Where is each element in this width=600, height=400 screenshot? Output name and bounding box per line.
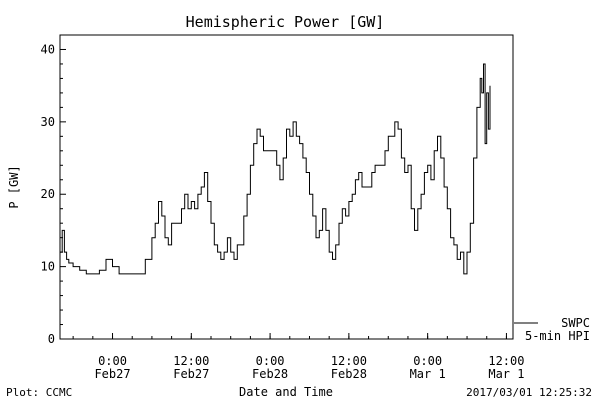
x-tick-time-label: 12:00 — [331, 354, 367, 368]
legend-label-line-2: 5-min HPI — [525, 329, 590, 343]
x-tick-time-label: 12:00 — [173, 354, 209, 368]
footer-timestamp: 2017/03/01 12:25:32 — [466, 386, 592, 399]
x-tick-time-label: 0:00 — [413, 354, 442, 368]
y-tick-label: 20 — [41, 187, 55, 201]
x-tick-date-label: Feb27 — [94, 367, 130, 381]
x-axis-label: Date and Time — [239, 385, 333, 399]
series-layer — [60, 63, 491, 275]
x-tick-date-label: Feb28 — [252, 367, 288, 381]
x-tick-date-label: Mar 1 — [488, 367, 524, 381]
x-axis-ticks: 0:00Feb2712:00Feb270:00Feb2812:00Feb280:… — [72, 333, 524, 381]
x-tick-time-label: 0:00 — [256, 354, 285, 368]
plot-area-frame — [59, 34, 514, 340]
chart-title: Hemispheric Power [GW] — [186, 13, 385, 31]
x-tick-time-label: 0:00 — [98, 354, 127, 368]
x-tick-time-label: 12:00 — [488, 354, 524, 368]
y-tick-label: 10 — [41, 260, 55, 274]
footer-plot-credit: Plot: CCMC — [6, 386, 72, 399]
x-tick-date-label: Feb28 — [331, 367, 367, 381]
y-tick-label: 30 — [41, 115, 55, 129]
y-axis-ticks: 0 10 20 30 40 — [41, 34, 66, 346]
y-tick-label: 40 — [41, 42, 55, 56]
x-tick-date-label: Mar 1 — [410, 367, 446, 381]
series-line-hpi — [60, 63, 491, 275]
y-axis-label: P [GW] — [7, 165, 21, 208]
x-tick-date-label: Feb27 — [173, 367, 209, 381]
legend-label-line-1: SWPC — [561, 316, 590, 330]
y-tick-label: 0 — [48, 332, 55, 346]
